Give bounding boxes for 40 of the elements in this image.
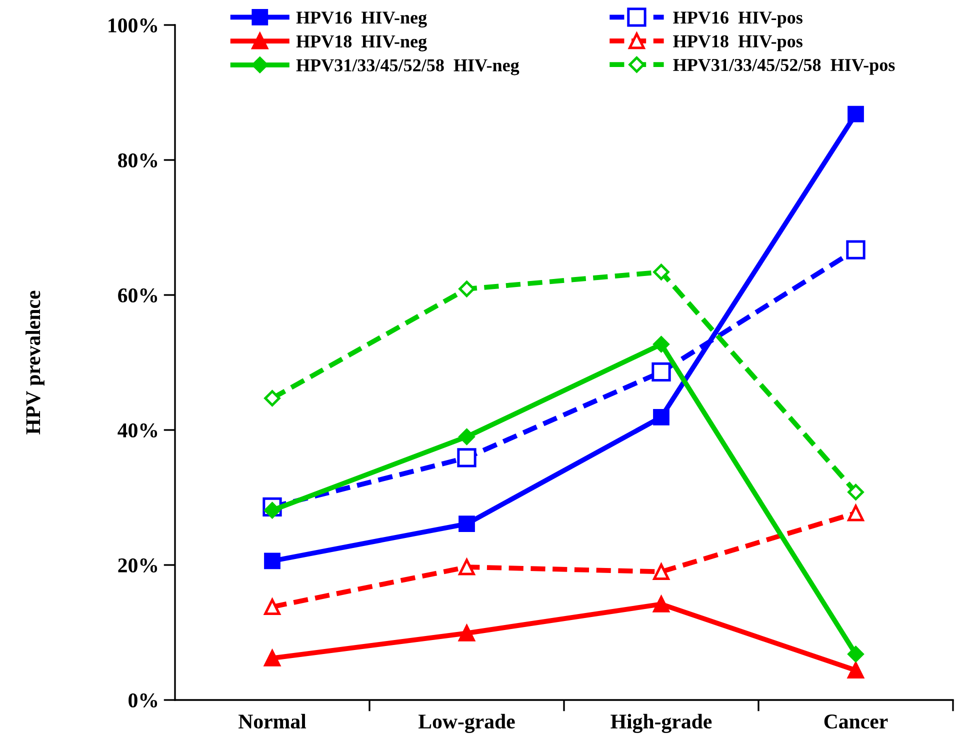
y-tick-label: 20% [118,558,158,572]
point [264,502,280,518]
y-axis-title: HPV prevalence [26,290,44,434]
point [653,408,670,426]
y-tick-label: 0% [128,693,158,708]
y-tick-label: 60% [118,288,158,302]
point [848,662,864,678]
point [458,624,475,642]
legend-label: HPV18 HIV-neg [296,35,427,52]
point [848,106,864,122]
legend-label: HPV18 HIV-pos [673,35,802,52]
point [653,596,670,612]
point [458,516,475,532]
point [458,428,475,445]
y-tick-label: 100% [108,18,158,32]
x-tick-label: High-grade [610,714,712,733]
point [653,264,670,280]
y-tick-label: 40% [118,423,158,438]
legend-label: HPV31/33/45/52/58 HIV-pos [673,58,895,75]
point [458,280,475,298]
point [653,564,670,580]
point [848,504,864,522]
point [264,598,280,616]
point [848,646,864,662]
x-tick-label: Normal [238,714,306,729]
point [653,336,670,352]
point [264,390,280,406]
x-tick-label: Low-grade [418,714,515,733]
point [846,240,866,260]
point [848,484,864,500]
point [457,448,476,468]
point [458,558,475,576]
legend-label: HPV31/33/45/52/58 HIV-neg [296,59,520,76]
point [264,552,280,570]
legend-label: HPV16 HIV-neg [296,12,427,28]
point [264,650,280,666]
legend-label: HPV16 HIV-pos [673,12,802,28]
y-tick-label: 80% [118,153,158,168]
point [652,362,671,382]
x-tick-label: Cancer [824,714,888,729]
